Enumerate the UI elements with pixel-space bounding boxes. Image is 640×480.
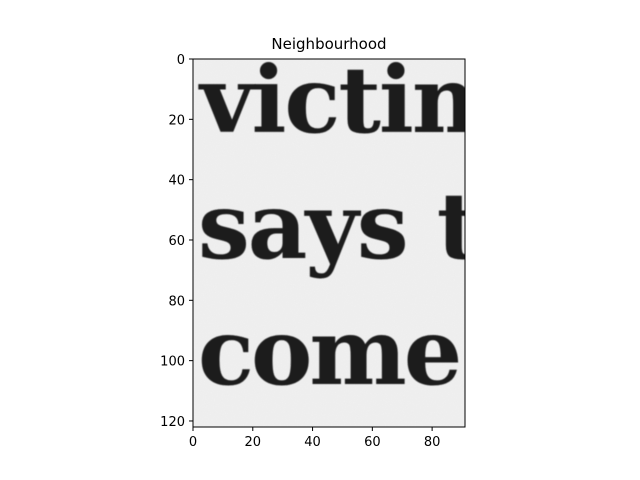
x-tick-label: 0: [189, 435, 197, 450]
chart-title: Neighbourhood: [271, 35, 386, 53]
y-tick-label: 60: [168, 234, 185, 249]
scanned-word-line-2: says t: [198, 172, 480, 280]
scanned-image: victim says t come: [193, 46, 508, 427]
y-tick-label: 120: [160, 415, 185, 430]
y-tick-label: 80: [168, 294, 185, 309]
scanned-word-line-1: victim: [198, 46, 508, 154]
axes-frame: [192, 58, 466, 428]
scanned-word-line-3: come: [198, 298, 459, 406]
y-tick-label: 40: [168, 174, 185, 189]
paper-grain: [193, 59, 465, 427]
y-tick-label: 100: [160, 355, 185, 370]
x-axis-ticks: 0 20 40 60 80: [189, 427, 441, 450]
y-tick-label: 20: [168, 113, 185, 128]
x-tick-label: 40: [304, 435, 321, 450]
y-tick-label: 0: [177, 53, 185, 68]
x-tick-label: 80: [424, 435, 441, 450]
x-tick-label: 60: [364, 435, 381, 450]
y-axis-ticks: 0 20 40 60 80 100 120: [160, 53, 193, 430]
x-tick-label: 20: [245, 435, 262, 450]
